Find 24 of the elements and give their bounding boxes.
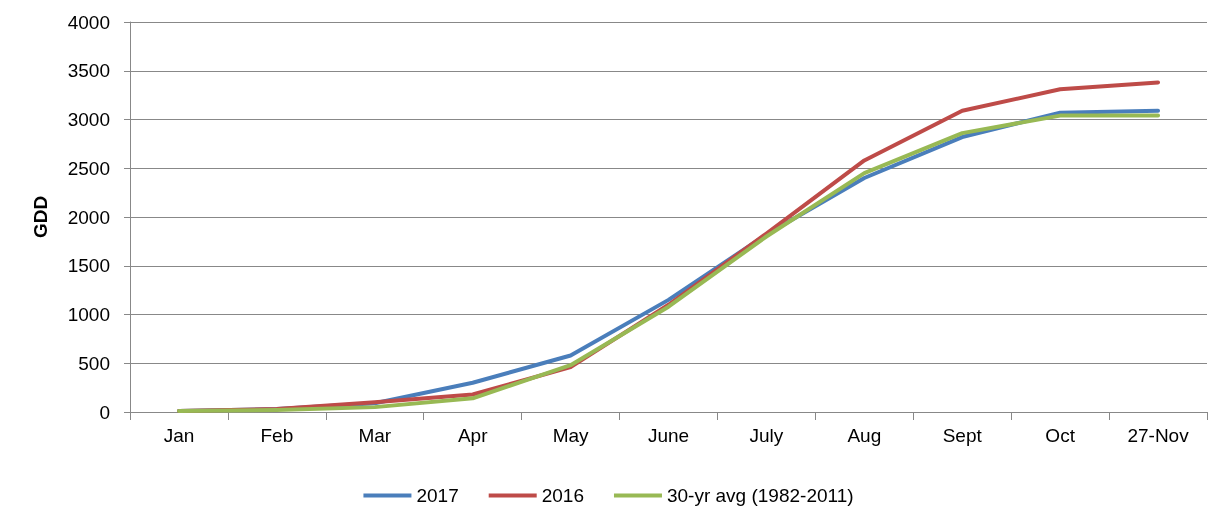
legend-label: 30-yr avg (1982-2011) [666, 485, 854, 506]
x-tick-label: May [552, 425, 590, 446]
y-tick-label: 0 [99, 401, 110, 423]
legend-label: 2016 [541, 485, 584, 506]
y-axis-title: GDD [30, 195, 51, 239]
y-tick-label: 1500 [67, 255, 110, 277]
y-tick-label: 2500 [67, 157, 110, 179]
x-tick-label: Jan [163, 425, 195, 446]
x-tick-label: Mar [358, 425, 392, 446]
x-tick-label: Aug [847, 425, 882, 446]
x-tick-label: 27-Nov [1127, 425, 1190, 446]
x-tick-label: Feb [260, 425, 294, 446]
y-tick-label: 1000 [67, 304, 110, 325]
x-tick-label: June [647, 425, 690, 446]
x-tick-label: Sept [942, 425, 983, 446]
y-tick-label: 4000 [67, 11, 110, 33]
x-tick-label: July [749, 425, 784, 446]
x-tick-label: Oct [1045, 425, 1076, 446]
y-tick-label: 3000 [67, 109, 110, 130]
x-tick-label: Apr [457, 425, 489, 446]
y-tick-label: 3500 [67, 60, 110, 82]
y-tick-label: 2000 [67, 206, 110, 228]
legend-label: 2017 [416, 485, 459, 506]
y-tick-label: 500 [78, 352, 110, 374]
